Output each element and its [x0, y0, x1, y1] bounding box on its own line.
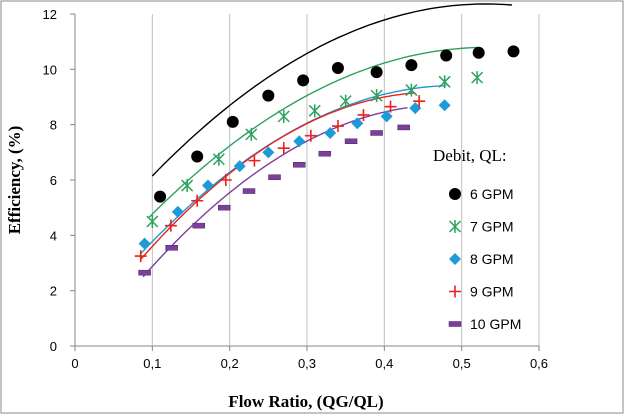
point-8-gpm	[202, 179, 215, 192]
trendline-9-gpm	[140, 92, 416, 260]
y-tick-label: 4	[50, 228, 57, 243]
point-7-gpm	[181, 179, 194, 193]
x-tick-label: 0,1	[143, 356, 161, 371]
legend-label-7-gpm: 7 GPM	[470, 219, 514, 235]
point-9-gpm	[134, 250, 147, 263]
trendline-7-gpm	[148, 46, 478, 219]
point-10-gpm	[242, 188, 256, 194]
point-9-gpm	[384, 100, 397, 113]
point-6-gpm	[370, 66, 383, 79]
legend-marker-8-gpm	[449, 253, 461, 265]
point-6-gpm	[405, 59, 418, 72]
point-9-gpm	[164, 219, 177, 232]
point-8-gpm	[293, 135, 306, 148]
legend: Debit, QL: 6 GPM 7 GPM 8 GPM 9 GPM 10 GPM	[433, 146, 521, 332]
point-9-gpm	[277, 142, 290, 155]
point-6-gpm	[262, 89, 275, 102]
trendline-6-gpm	[151, 3, 512, 177]
legend-marker-7-gpm	[448, 220, 462, 233]
point-10-gpm	[192, 222, 205, 229]
x-tick-label: 0,3	[298, 356, 316, 371]
point-9-gpm	[357, 108, 370, 121]
point-7-gpm	[438, 75, 451, 89]
point-9-gpm	[248, 154, 261, 167]
point-8-gpm	[262, 146, 275, 159]
point-7-gpm	[370, 89, 383, 103]
point-7-gpm	[277, 109, 290, 123]
point-9-gpm	[413, 95, 426, 108]
point-9-gpm	[304, 129, 317, 142]
point-8-gpm	[409, 102, 422, 115]
legend-marker-6-gpm	[449, 188, 461, 200]
point-10-gpm	[218, 204, 231, 211]
point-9-gpm	[191, 194, 204, 207]
x-tick-label: 0,5	[453, 356, 471, 371]
point-7-gpm	[405, 83, 418, 97]
legend-items: 6 GPM 7 GPM 8 GPM 9 GPM 10 GPM	[448, 186, 521, 332]
x-tick-label: 0,6	[530, 356, 548, 371]
point-7-gpm	[339, 94, 352, 108]
point-7-gpm	[308, 104, 321, 118]
point-6-gpm	[297, 74, 310, 87]
point-6-gpm	[154, 190, 167, 203]
point-8-gpm	[171, 205, 184, 218]
point-8-gpm	[324, 126, 337, 139]
grid-layer	[151, 14, 540, 346]
x-tick-label: 0	[71, 356, 78, 371]
x-tick-label: 0,4	[375, 356, 393, 371]
point-6-gpm	[331, 61, 344, 74]
point-9-gpm	[219, 174, 232, 186]
point-10-gpm	[165, 245, 178, 251]
y-tick-label: 0	[50, 339, 57, 354]
point-8-gpm	[351, 117, 364, 130]
point-8-gpm	[380, 110, 393, 123]
point-10-gpm	[370, 130, 383, 136]
y-tick-label: 6	[50, 173, 57, 188]
marker-layer	[134, 45, 520, 276]
legend-title: Debit, QL:	[433, 146, 507, 165]
y-tick-label: 10	[43, 62, 57, 77]
y-tick-label: 2	[50, 284, 57, 299]
y-axis-title: Efficiency, (%)	[5, 126, 24, 235]
y-tick-label: 8	[50, 118, 57, 133]
legend-marker-9-gpm	[449, 285, 461, 298]
point-7-gpm	[245, 127, 258, 141]
axis-layer: 0 0,1 0,2 0,3 0,4 0,5 0,6 0 2 4 6 8 10 12	[43, 7, 549, 371]
legend-label-9-gpm: 9 GPM	[470, 284, 514, 300]
point-10-gpm	[138, 269, 151, 276]
legend-label-8-gpm: 8 GPM	[470, 251, 514, 267]
point-10-gpm	[318, 150, 332, 157]
legend-label-10-gpm: 10 GPM	[470, 316, 521, 332]
point-6-gpm	[507, 45, 520, 58]
point-8-gpm	[438, 99, 451, 112]
point-9-gpm	[331, 120, 344, 133]
legend-marker-10-gpm	[448, 321, 462, 327]
point-6-gpm	[226, 115, 239, 128]
point-6-gpm	[440, 49, 453, 62]
point-8-gpm	[138, 237, 151, 250]
point-7-gpm	[471, 71, 484, 85]
point-7-gpm	[146, 215, 159, 228]
point-10-gpm	[397, 124, 410, 131]
point-6-gpm	[472, 46, 485, 59]
point-10-gpm	[268, 174, 281, 180]
y-tick-label: 12	[43, 7, 57, 22]
legend-label-6-gpm: 6 GPM	[470, 186, 514, 202]
point-10-gpm	[344, 138, 358, 145]
point-6-gpm	[191, 150, 204, 163]
point-10-gpm	[293, 162, 306, 168]
x-axis-title: Flow Ratio, (QG/QL)	[228, 392, 383, 411]
point-8-gpm	[233, 160, 246, 173]
point-7-gpm	[212, 152, 225, 166]
x-tick-label: 0,2	[221, 356, 239, 371]
